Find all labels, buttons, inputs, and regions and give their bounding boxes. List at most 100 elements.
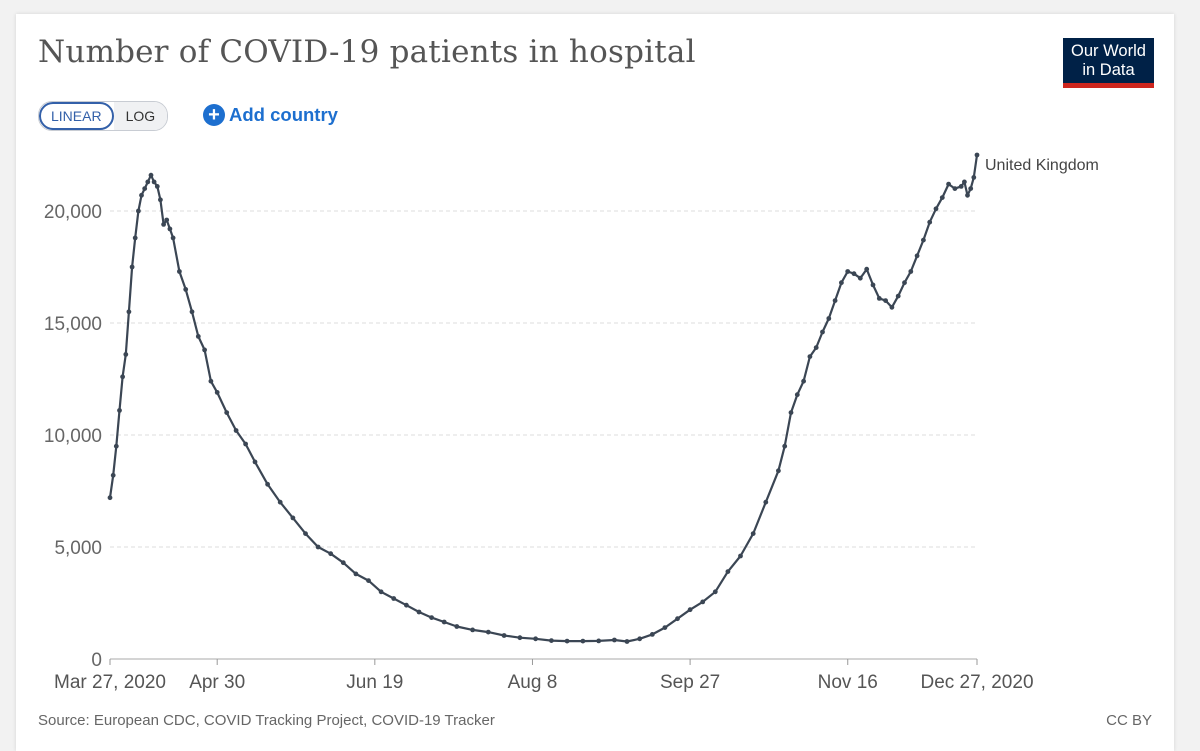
data-point[interactable] [148, 172, 154, 178]
data-point[interactable] [700, 599, 706, 605]
data-point[interactable] [136, 208, 141, 214]
data-point[interactable] [429, 615, 434, 620]
data-point[interactable] [366, 578, 371, 583]
data-point[interactable] [788, 410, 794, 415]
data-point[interactable] [813, 345, 819, 350]
license-link[interactable]: CC BY [1106, 712, 1152, 729]
data-point[interactable] [807, 354, 813, 359]
data-point[interactable] [243, 441, 249, 447]
data-point[interactable] [404, 602, 409, 608]
data-point[interactable] [441, 619, 447, 625]
data-point[interactable] [782, 443, 788, 449]
data-point[interactable] [416, 609, 422, 615]
data-point[interactable] [580, 638, 586, 644]
data-point[interactable] [952, 186, 958, 192]
data-point[interactable] [968, 186, 974, 192]
data-point[interactable] [158, 197, 163, 203]
data-point[interactable] [832, 298, 838, 303]
data-point[interactable] [962, 179, 967, 185]
data-point[interactable] [687, 607, 693, 613]
data-point[interactable] [177, 269, 182, 274]
data-point[interactable] [224, 410, 230, 415]
data-point[interactable] [470, 627, 475, 633]
our-world-in-data-logo[interactable]: Our World in Data [1063, 38, 1154, 88]
data-point[interactable] [126, 309, 132, 315]
data-point[interactable] [725, 569, 731, 574]
data-point[interactable] [167, 226, 173, 232]
data-point[interactable] [501, 633, 507, 638]
data-point[interactable] [214, 390, 220, 395]
data-point[interactable] [876, 296, 882, 301]
data-point[interactable] [649, 632, 655, 637]
data-point[interactable] [933, 206, 939, 212]
data-point[interactable] [303, 531, 308, 536]
data-point[interactable] [391, 596, 397, 601]
data-point[interactable] [161, 222, 167, 227]
data-point[interactable] [151, 179, 157, 185]
log-scale-button[interactable]: LOG [113, 102, 168, 130]
data-point[interactable] [113, 443, 119, 449]
data-point[interactable] [883, 298, 888, 303]
data-point[interactable] [914, 253, 920, 259]
data-point[interactable] [378, 589, 384, 595]
data-point[interactable] [763, 499, 769, 505]
data-point[interactable] [107, 495, 113, 501]
data-point[interactable] [675, 616, 680, 622]
data-point[interactable] [895, 293, 901, 299]
data-point[interactable] [129, 264, 135, 270]
data-point[interactable] [712, 589, 718, 595]
data-point[interactable] [965, 192, 970, 198]
data-point[interactable] [624, 639, 630, 644]
data-point[interactable] [974, 152, 980, 158]
data-point[interactable] [826, 316, 832, 321]
data-point[interactable] [145, 179, 151, 185]
linear-scale-button[interactable]: LINEAR [39, 102, 114, 130]
data-point[interactable] [946, 181, 951, 187]
data-point[interactable] [845, 269, 851, 274]
data-point[interactable] [921, 237, 926, 243]
data-point[interactable] [549, 638, 554, 643]
data-point[interactable] [971, 175, 977, 180]
data-point[interactable] [927, 219, 933, 225]
data-point[interactable] [170, 235, 176, 241]
data-point[interactable] [139, 192, 144, 198]
data-point[interactable] [776, 468, 781, 474]
data-point[interactable] [801, 378, 806, 384]
data-point[interactable] [939, 195, 945, 201]
data-point[interactable] [110, 472, 116, 478]
data-point[interactable] [195, 334, 201, 339]
data-point[interactable] [454, 624, 460, 629]
data-point[interactable] [233, 428, 239, 433]
data-point[interactable] [738, 553, 743, 559]
data-point[interactable] [265, 481, 270, 487]
data-point[interactable] [750, 531, 756, 536]
data-point[interactable] [328, 551, 334, 557]
data-point[interactable] [851, 271, 857, 277]
data-point[interactable] [189, 309, 195, 315]
data-point[interactable] [485, 629, 491, 635]
data-point[interactable] [123, 352, 129, 357]
data-point[interactable] [208, 378, 214, 384]
data-point[interactable] [132, 235, 138, 241]
data-point[interactable] [864, 266, 870, 272]
data-point[interactable] [596, 638, 602, 644]
data-point[interactable] [315, 544, 321, 550]
data-point[interactable] [564, 638, 570, 644]
data-point[interactable] [154, 184, 160, 189]
data-point[interactable] [637, 636, 643, 642]
data-point[interactable] [120, 374, 125, 380]
data-point[interactable] [277, 499, 283, 505]
data-point[interactable] [839, 280, 844, 286]
data-point[interactable] [142, 186, 148, 192]
data-point[interactable] [353, 571, 359, 577]
data-point[interactable] [252, 459, 258, 465]
data-point[interactable] [533, 636, 538, 642]
data-point[interactable] [889, 304, 895, 310]
data-point[interactable] [794, 392, 800, 398]
data-point[interactable] [857, 275, 863, 281]
add-country-button[interactable]: + Add country [203, 102, 338, 128]
data-point[interactable] [117, 408, 122, 413]
data-point[interactable] [612, 637, 617, 643]
data-point[interactable] [958, 184, 964, 189]
data-point[interactable] [183, 287, 189, 292]
